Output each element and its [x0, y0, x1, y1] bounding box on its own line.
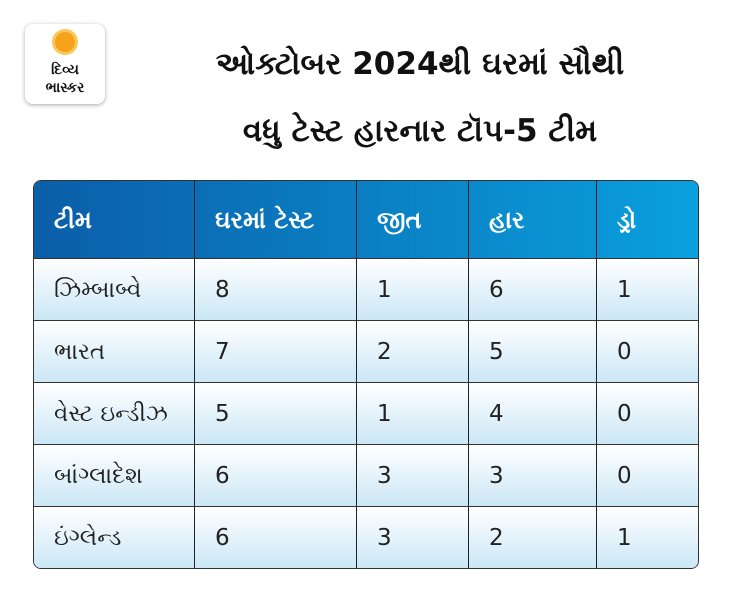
- table-row: વેસ્ટ ઇન્ડીઝ 5 1 4 0: [34, 382, 698, 444]
- cell-home-tests: 6: [195, 444, 357, 506]
- table-row: ઝિમ્બાબ્વે 8 1 6 1: [34, 258, 698, 320]
- title-line1: ઓક્ટોબર 2024થી ઘરમાં સૌથી: [215, 46, 625, 82]
- cell-draws: 0: [597, 444, 698, 506]
- sun-icon: [55, 32, 75, 52]
- cell-losses: 5: [469, 320, 597, 382]
- cell-wins: 3: [357, 444, 469, 506]
- cell-home-tests: 7: [195, 320, 357, 382]
- cell-wins: 1: [357, 258, 469, 320]
- cell-wins: 2: [357, 320, 469, 382]
- header-draws: ડ્રો: [617, 205, 637, 234]
- header-losses: હાર: [469, 181, 597, 258]
- header-home-tests: ઘરમાં ટેસ્ટ: [195, 181, 357, 258]
- cell-losses: 6: [469, 258, 597, 320]
- table-row: બાંગ્લાદેશ 6 3 3 0: [34, 444, 698, 506]
- table-header: ટીમ ઘરમાં ટેસ્ટ જીત હાર ડ્રો: [34, 181, 698, 258]
- cell-home-tests: 8: [195, 258, 357, 320]
- cell-losses: 3: [469, 444, 597, 506]
- cell-draws: 1: [597, 506, 698, 568]
- cell-home-tests: 6: [195, 506, 357, 568]
- cell-draws: 1: [597, 258, 698, 320]
- table-row: ભારત 7 2 5 0: [34, 320, 698, 382]
- cell-home-tests: 5: [195, 382, 357, 444]
- cell-team: વેસ્ટ ઇન્ડીઝ: [34, 382, 195, 444]
- cell-team: બાંગ્લાદેશ: [34, 444, 195, 506]
- cell-wins: 3: [357, 506, 469, 568]
- cell-draws: 0: [597, 382, 698, 444]
- cell-team: ઇંગ્લેન્ડ: [34, 506, 195, 568]
- table-row: ઇંગ્લેન્ડ 6 3 2 1: [34, 506, 698, 568]
- header-wins: જીત: [357, 181, 469, 258]
- logo-line2: ભાસ્કર: [45, 80, 85, 96]
- cell-wins: 1: [357, 382, 469, 444]
- cell-losses: 2: [469, 506, 597, 568]
- cell-team: ઝિમ્બાબ્વે: [34, 258, 195, 320]
- cell-draws: 0: [597, 320, 698, 382]
- cell-team: ભારત: [34, 320, 195, 382]
- divya-bhaskar-logo: દિવ્ય ભાસ્કર: [25, 24, 105, 104]
- title-line2: વધુ ટેસ્ટ હારનાર ટૉપ-5 ટીમ: [242, 113, 598, 149]
- logo-line1: દિવ્ય: [51, 62, 79, 78]
- header-team: ટીમ: [34, 181, 195, 258]
- results-table: ટીમ ઘરમાં ટેસ્ટ જીત હાર ડ્રો ઝિમ્બાબ્વે 8…: [33, 180, 699, 569]
- cell-losses: 4: [469, 382, 597, 444]
